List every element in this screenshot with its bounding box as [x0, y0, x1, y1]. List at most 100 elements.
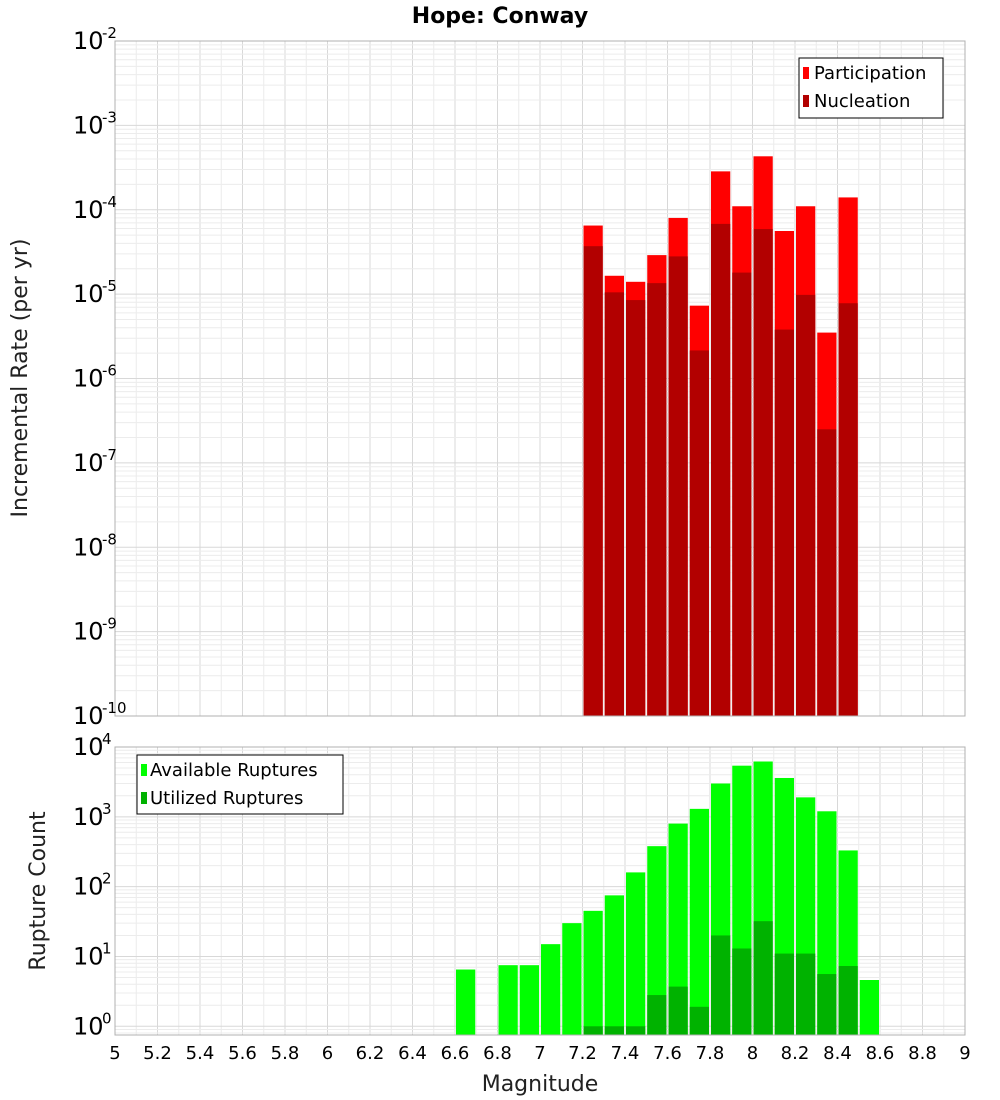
bar-utilized-ruptures-7-65 [668, 986, 688, 1035]
top-gridlines [115, 41, 965, 716]
bar-available-ruptures-7-35 [604, 895, 624, 1035]
bar-nucleation-7-65 [668, 256, 688, 716]
legend-utilized-ruptures-swatch [141, 792, 147, 804]
bar-utilized-ruptures-7-55 [647, 995, 667, 1035]
bottom-y-tick-label: 104 [73, 730, 112, 761]
bar-available-ruptures-7-65 [668, 823, 688, 1035]
x-tick-labels: 5 5.2 5.4 5.6 5.8 6 6.2 6.4 6.6 6.8 7 7.2 7.4 7.6 7.8 8… [109, 1043, 970, 1064]
bar-available-ruptures-6-85 [498, 965, 518, 1035]
top-y-tick-label: 10-9 [73, 615, 117, 646]
x-tick-label: 8.2 [781, 1043, 810, 1064]
top-y-tick-label: 10-3 [73, 108, 117, 139]
bar-utilized-ruptures-7-45 [626, 1026, 646, 1035]
top-y-tick-exponent: -8 [102, 530, 117, 548]
top-y-tick-base: 10 [73, 365, 104, 393]
bar-available-ruptures-6-65 [456, 969, 476, 1035]
top-y-tick-label: 10-5 [73, 277, 117, 308]
top-y-tick-base: 10 [73, 280, 104, 308]
bar-available-ruptures-7-45 [626, 872, 646, 1035]
legend-participation-label: Participation [814, 63, 926, 84]
top-y-tick-label: 10-10 [73, 699, 127, 730]
x-tick-label: 5.2 [143, 1043, 172, 1064]
top-y-tick-exponent: -7 [102, 446, 117, 464]
bar-utilized-ruptures-7-25 [583, 1026, 603, 1035]
top-y-tick-label: 10-7 [73, 446, 117, 477]
top-y-tick-label: 10-4 [73, 193, 117, 224]
top-y-tick-base: 10 [73, 618, 104, 646]
bar-nucleation-8-25 [796, 294, 816, 716]
bottom-y-tick-exponent: 0 [102, 1009, 112, 1027]
bottom-y-tick-exponent: 2 [102, 870, 112, 888]
x-tick-label: 7 [534, 1043, 545, 1064]
bottom-y-tick-base: 10 [73, 943, 104, 971]
bottom-y-tick-label: 100 [73, 1009, 112, 1040]
x-tick-label: 7.4 [611, 1043, 640, 1064]
x-tick-label: 6 [322, 1043, 333, 1064]
bar-utilized-ruptures-7-95 [732, 948, 752, 1035]
x-tick-label: 9 [959, 1043, 970, 1064]
x-tick-label: 7.6 [653, 1043, 682, 1064]
bottom-legend: Available Ruptures Utilized Ruptures [136, 754, 344, 815]
top-y-axis-label: Incremental Rate (per yr) [8, 239, 33, 518]
bar-utilized-ruptures-8-45 [838, 966, 858, 1035]
legend-nucleation-swatch [803, 95, 809, 107]
bar-nucleation-8-45 [838, 303, 858, 716]
top-plot-border [114, 40, 966, 717]
bottom-y-tick-base: 10 [73, 733, 104, 761]
bottom-plot-border [114, 746, 966, 1036]
top-y-tick-base: 10 [73, 196, 104, 224]
top-y-tick-base: 10 [73, 111, 104, 139]
top-bars [583, 156, 858, 717]
x-tick-label: 8.6 [866, 1043, 895, 1064]
bar-nucleation-7-85 [711, 223, 731, 716]
x-tick-label: 6.4 [398, 1043, 427, 1064]
bottom-y-tick-exponent: 1 [102, 940, 112, 958]
legend-utilized-ruptures-label: Utilized Ruptures [150, 788, 303, 809]
top-y-tick-exponent: -9 [102, 615, 117, 633]
bar-utilized-ruptures-7-35 [604, 1026, 624, 1035]
top-legend-box [798, 57, 944, 119]
top-y-tick-exponent: -3 [102, 108, 117, 126]
bar-nucleation-7-95 [732, 272, 752, 716]
x-tick-label: 5 [109, 1043, 120, 1064]
bar-nucleation-7-45 [626, 300, 646, 716]
x-tick-label: 8.8 [908, 1043, 937, 1064]
top-y-tick-base: 10 [73, 27, 104, 55]
top-y-tick-base: 10 [73, 702, 104, 730]
x-tick-label: 5.4 [186, 1043, 215, 1064]
x-axis-label: Magnitude [482, 1072, 599, 1097]
x-tick-label: 7.8 [696, 1043, 725, 1064]
bottom-y-tick-label: 103 [73, 800, 112, 831]
x-tick-label: 6.8 [483, 1043, 512, 1064]
x-tick-label: 5.6 [228, 1043, 257, 1064]
x-tick-label: 6.2 [356, 1043, 385, 1064]
bottom-y-tick-label: 101 [73, 940, 112, 971]
bar-utilized-ruptures-8-25 [796, 953, 816, 1035]
x-tick-label: 7.2 [568, 1043, 597, 1064]
bar-utilized-ruptures-8-35 [817, 974, 837, 1035]
bottom-y-axis-label: Rupture Count [26, 811, 51, 971]
top-y-tick-label: 10-6 [73, 362, 117, 393]
bottom-y-tick-label: 102 [73, 870, 112, 901]
bar-nucleation-7-25 [583, 246, 603, 716]
bar-nucleation-7-55 [647, 283, 667, 716]
bar-available-ruptures-7-75 [689, 808, 709, 1035]
x-tick-label: 8 [747, 1043, 758, 1064]
bottom-y-tick-base: 10 [73, 803, 104, 831]
top-legend: Participation Nucleation [798, 57, 944, 119]
bar-available-ruptures-7-15 [562, 923, 582, 1035]
legend-available-ruptures-swatch [141, 764, 147, 776]
bar-nucleation-7-75 [689, 350, 709, 716]
bottom-bars [456, 761, 879, 1035]
top-y-tick-labels: 10-210-310-410-510-610-710-810-910-10 [73, 24, 127, 730]
bottom-y-tick-exponent: 4 [102, 730, 112, 748]
top-y-tick-exponent: -10 [102, 699, 127, 717]
top-panel: 10-210-310-410-510-610-710-810-910-10 In… [8, 24, 966, 730]
top-y-tick-label: 10-8 [73, 530, 117, 561]
bar-available-ruptures-7-25 [583, 910, 603, 1035]
bar-utilized-ruptures-8-05 [753, 921, 773, 1035]
chart-title: Hope: Conway [412, 4, 588, 29]
